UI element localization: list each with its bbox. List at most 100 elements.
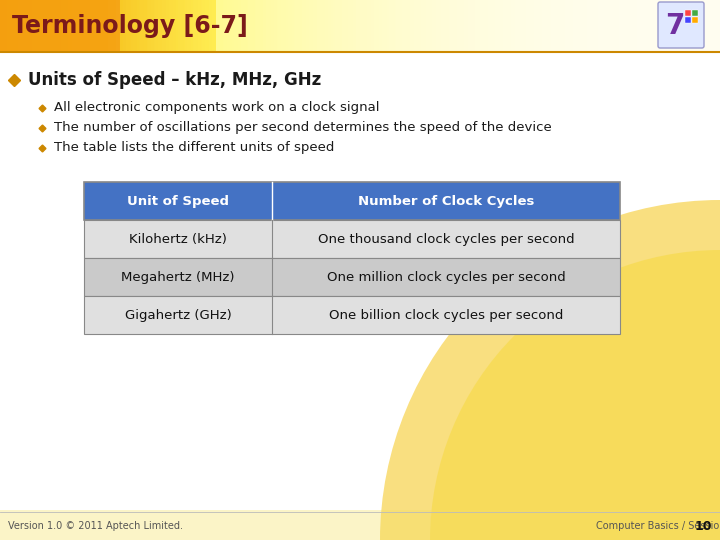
Bar <box>439 0 443 52</box>
Bar <box>685 10 691 16</box>
Bar <box>497 0 500 52</box>
Bar <box>472 0 475 52</box>
Bar <box>526 0 534 52</box>
Bar <box>7 0 11 52</box>
Bar <box>534 0 541 52</box>
Bar <box>32 0 36 52</box>
Bar <box>712 0 720 52</box>
Bar <box>587 0 590 52</box>
Bar <box>590 0 594 52</box>
Text: Kilohertz (kHz): Kilohertz (kHz) <box>129 233 227 246</box>
Bar <box>119 0 122 52</box>
Bar <box>349 0 353 52</box>
Bar <box>169 0 173 52</box>
Bar <box>619 0 627 52</box>
Bar <box>4 0 7 52</box>
Bar <box>84 258 620 296</box>
Bar <box>547 0 551 52</box>
Bar <box>325 0 333 52</box>
Bar <box>274 0 277 52</box>
Bar <box>43 0 47 52</box>
Bar <box>184 0 187 52</box>
Bar <box>685 17 691 23</box>
Bar <box>551 0 554 52</box>
Text: Megahertz (MHz): Megahertz (MHz) <box>121 271 235 284</box>
Bar <box>637 0 641 52</box>
Bar <box>83 0 86 52</box>
Bar <box>277 0 281 52</box>
Bar <box>650 0 658 52</box>
Bar <box>178 0 185 52</box>
Bar <box>449 0 456 52</box>
Bar <box>11 0 14 52</box>
Bar <box>170 0 178 52</box>
Bar <box>144 0 148 52</box>
Bar <box>673 0 681 52</box>
Bar <box>193 0 201 52</box>
Bar <box>248 0 252 52</box>
Bar <box>533 0 536 52</box>
Bar <box>371 0 374 52</box>
Text: One thousand clock cycles per second: One thousand clock cycles per second <box>318 233 575 246</box>
Bar <box>328 0 331 52</box>
Bar <box>432 0 436 52</box>
Bar <box>295 0 299 52</box>
Bar <box>443 0 446 52</box>
Bar <box>122 0 126 52</box>
Bar <box>410 0 414 52</box>
Bar <box>648 0 652 52</box>
Bar <box>495 0 503 52</box>
Bar <box>389 0 392 52</box>
Bar <box>284 0 288 52</box>
Bar <box>317 0 325 52</box>
Bar <box>500 0 504 52</box>
Bar <box>515 0 518 52</box>
Bar <box>482 0 486 52</box>
FancyBboxPatch shape <box>658 2 704 48</box>
Bar <box>400 0 403 52</box>
Bar <box>475 0 479 52</box>
Bar <box>403 0 407 52</box>
Bar <box>518 0 522 52</box>
Bar <box>201 0 209 52</box>
Bar <box>180 0 184 52</box>
Bar <box>302 0 306 52</box>
Bar <box>84 220 620 258</box>
Bar <box>68 0 72 52</box>
Bar <box>205 0 209 52</box>
Bar <box>461 0 464 52</box>
Bar <box>626 0 630 52</box>
Bar <box>433 0 441 52</box>
Bar <box>209 0 212 52</box>
Bar <box>692 10 698 16</box>
Bar <box>541 0 549 52</box>
Bar <box>130 0 133 52</box>
Bar <box>392 0 396 52</box>
Bar <box>692 17 698 23</box>
Bar <box>402 0 410 52</box>
Bar <box>100 0 108 52</box>
Bar <box>333 0 341 52</box>
Bar <box>227 0 230 52</box>
Bar <box>185 0 193 52</box>
Bar <box>691 0 695 52</box>
Bar <box>619 0 623 52</box>
Bar <box>644 0 648 52</box>
Bar <box>140 0 144 52</box>
Bar <box>338 0 342 52</box>
Bar <box>76 0 79 52</box>
Bar <box>245 0 248 52</box>
Bar <box>666 0 673 52</box>
Bar <box>479 0 482 52</box>
Bar <box>487 0 495 52</box>
Bar <box>247 0 255 52</box>
Bar <box>662 0 666 52</box>
Bar <box>252 0 256 52</box>
Wedge shape <box>380 200 720 540</box>
Bar <box>335 0 338 52</box>
Bar <box>695 0 698 52</box>
Bar <box>18 0 22 52</box>
Bar <box>605 0 608 52</box>
Text: Number of Clock Cycles: Number of Clock Cycles <box>358 194 534 207</box>
Bar <box>115 0 123 52</box>
